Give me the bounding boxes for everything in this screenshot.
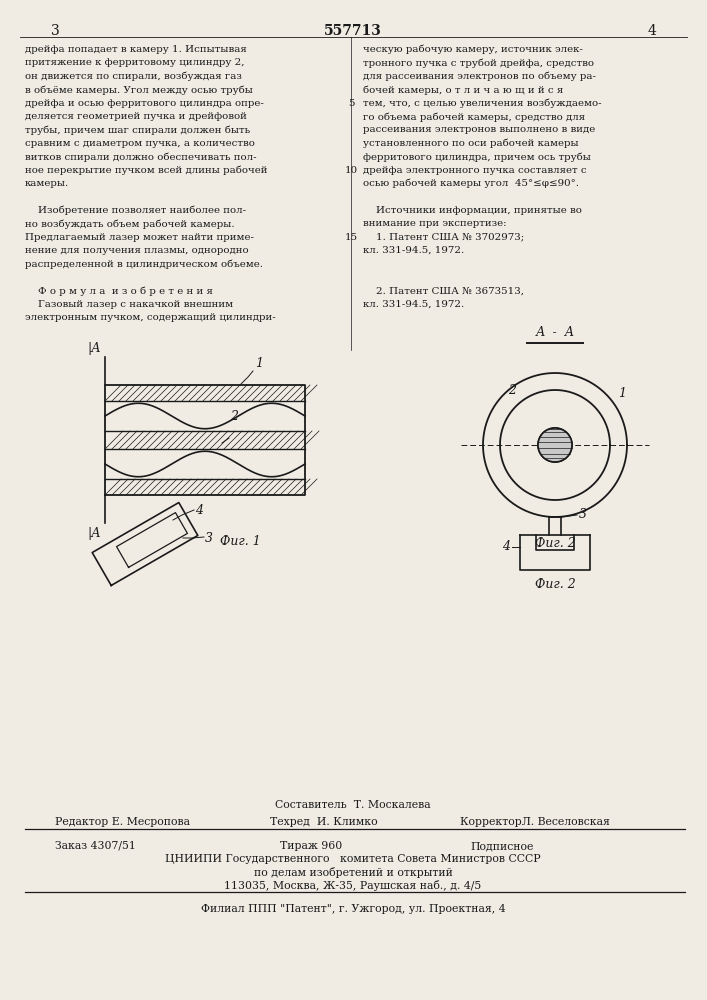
- Text: тронного пучка с трубой дрейфа, средство: тронного пучка с трубой дрейфа, средство: [363, 58, 594, 68]
- Text: по делам изобретений и открытий: по делам изобретений и открытий: [254, 867, 452, 878]
- Text: деляется геометрией пучка и дрейфовой: деляется геометрией пучка и дрейфовой: [25, 112, 247, 121]
- Text: Фиг. 1: Фиг. 1: [220, 535, 261, 548]
- Text: осью рабочей камеры угол  45°≤φ≤90°.: осью рабочей камеры угол 45°≤φ≤90°.: [363, 179, 579, 188]
- Text: 113035, Москва, Ж-35, Раушская наб., д. 4/5: 113035, Москва, Ж-35, Раушская наб., д. …: [224, 880, 481, 891]
- Text: Филиал ППП "Патент", г. Ужгород, ул. Проектная, 4: Филиал ППП "Патент", г. Ужгород, ул. Про…: [201, 904, 506, 914]
- Text: 5: 5: [348, 99, 354, 108]
- Text: Заказ 4307/51: Заказ 4307/51: [55, 841, 136, 851]
- Text: Предлагаемый лазер может найти приме-: Предлагаемый лазер может найти приме-: [25, 233, 254, 242]
- Text: распределенной в цилиндрическом объеме.: распределенной в цилиндрическом объеме.: [25, 259, 263, 269]
- Text: Техред  И. Климко: Техред И. Климко: [270, 817, 378, 827]
- Text: Составитель  Т. Москалева: Составитель Т. Москалева: [275, 800, 431, 810]
- Text: он движется по спирали, возбуждая газ: он движется по спирали, возбуждая газ: [25, 72, 242, 81]
- Text: но возбуждать объем рабочей камеры.: но возбуждать объем рабочей камеры.: [25, 219, 235, 229]
- Text: Изобретение позволяет наиболее пол-: Изобретение позволяет наиболее пол-: [25, 206, 246, 215]
- Text: Тираж 960: Тираж 960: [280, 841, 342, 851]
- Text: Газовый лазер с накачкой внешним: Газовый лазер с накачкой внешним: [25, 300, 233, 309]
- Text: 557713: 557713: [324, 24, 382, 38]
- Text: 1. Патент США № 3702973;: 1. Патент США № 3702973;: [363, 233, 525, 242]
- Text: 1: 1: [255, 357, 263, 370]
- Text: притяжение к ферритовому цилиндру 2,: притяжение к ферритовому цилиндру 2,: [25, 58, 245, 67]
- Text: Источники информации, принятые во: Источники информации, принятые во: [363, 206, 582, 215]
- Text: дрейфа электронного пучка составляет с: дрейфа электронного пучка составляет с: [363, 166, 587, 175]
- Text: тем, что, с целью увеличения возбуждаемо-: тем, что, с целью увеличения возбуждаемо…: [363, 99, 602, 108]
- Text: 2. Патент США № 3673513,: 2. Патент США № 3673513,: [363, 286, 524, 295]
- Text: 4: 4: [195, 504, 203, 516]
- Text: кл. 331-94.5, 1972.: кл. 331-94.5, 1972.: [363, 246, 464, 255]
- Text: дрейфа и осью ферритового цилиндра опре-: дрейфа и осью ферритового цилиндра опре-: [25, 99, 264, 108]
- Text: КорректорЛ. Веселовская: КорректорЛ. Веселовская: [460, 817, 610, 827]
- Text: |А: |А: [87, 527, 101, 540]
- Text: бочей камеры, о т л и ч а ю щ и й с я: бочей камеры, о т л и ч а ю щ и й с я: [363, 85, 563, 95]
- Text: ЦНИИПИ Государственного   комитета Совета Министров СССР: ЦНИИПИ Государственного комитета Совета …: [165, 854, 541, 864]
- Text: электронным пучком, содержащий цилиндри-: электронным пучком, содержащий цилиндри-: [25, 313, 276, 322]
- Text: 3: 3: [205, 532, 213, 544]
- Text: го объема рабочей камеры, средство для: го объема рабочей камеры, средство для: [363, 112, 585, 121]
- Text: витков спирали должно обеспечивать пол-: витков спирали должно обеспечивать пол-: [25, 152, 257, 162]
- Text: Фиг. 2: Фиг. 2: [534, 578, 575, 591]
- Text: Ф о р м у л а  и з о б р е т е н и я: Ф о р м у л а и з о б р е т е н и я: [25, 286, 213, 296]
- Text: рассеивания электронов выполнено в виде: рассеивания электронов выполнено в виде: [363, 125, 595, 134]
- Text: внимание при экспертизе:: внимание при экспертизе:: [363, 219, 507, 228]
- Circle shape: [538, 428, 572, 462]
- Text: ческую рабочую камеру, источник элек-: ческую рабочую камеру, источник элек-: [363, 45, 583, 54]
- Text: нение для получения плазмы, однородно: нение для получения плазмы, однородно: [25, 246, 249, 255]
- Text: 4: 4: [502, 540, 510, 554]
- Text: 3: 3: [579, 508, 587, 520]
- Text: 15: 15: [344, 233, 358, 242]
- Text: трубы, причем шаг спирали должен быть: трубы, причем шаг спирали должен быть: [25, 125, 250, 135]
- Text: 3: 3: [51, 24, 59, 38]
- Text: ное перекрытие пучком всей длины рабочей: ное перекрытие пучком всей длины рабочей: [25, 166, 267, 175]
- Text: для рассеивания электронов по объему ра-: для рассеивания электронов по объему ра-: [363, 72, 596, 81]
- Text: |А: |А: [87, 342, 101, 355]
- Text: 4: 4: [648, 24, 656, 38]
- Text: камеры.: камеры.: [25, 179, 69, 188]
- Text: установленного по оси рабочей камеры: установленного по оси рабочей камеры: [363, 139, 578, 148]
- Text: Подписное: Подписное: [470, 841, 533, 851]
- Text: 2: 2: [508, 384, 515, 397]
- Text: 10: 10: [344, 166, 358, 175]
- Text: ферритового цилиндра, причем ось трубы: ферритового цилиндра, причем ось трубы: [363, 152, 591, 162]
- Text: в объёме камеры. Угол между осью трубы: в объёме камеры. Угол между осью трубы: [25, 85, 253, 95]
- Text: кл. 331-94.5, 1972.: кл. 331-94.5, 1972.: [363, 300, 464, 309]
- Text: дрейфа попадает в камеру 1. Испытывая: дрейфа попадает в камеру 1. Испытывая: [25, 45, 247, 54]
- Text: Фиг. 2: Фиг. 2: [534, 537, 575, 550]
- Text: сравним с диаметром пучка, а количество: сравним с диаметром пучка, а количество: [25, 139, 255, 148]
- Text: Редактор Е. Месропова: Редактор Е. Месропова: [55, 817, 190, 827]
- Text: А  -  А: А - А: [535, 326, 575, 339]
- Text: 2: 2: [230, 410, 238, 424]
- Text: 1: 1: [618, 387, 626, 400]
